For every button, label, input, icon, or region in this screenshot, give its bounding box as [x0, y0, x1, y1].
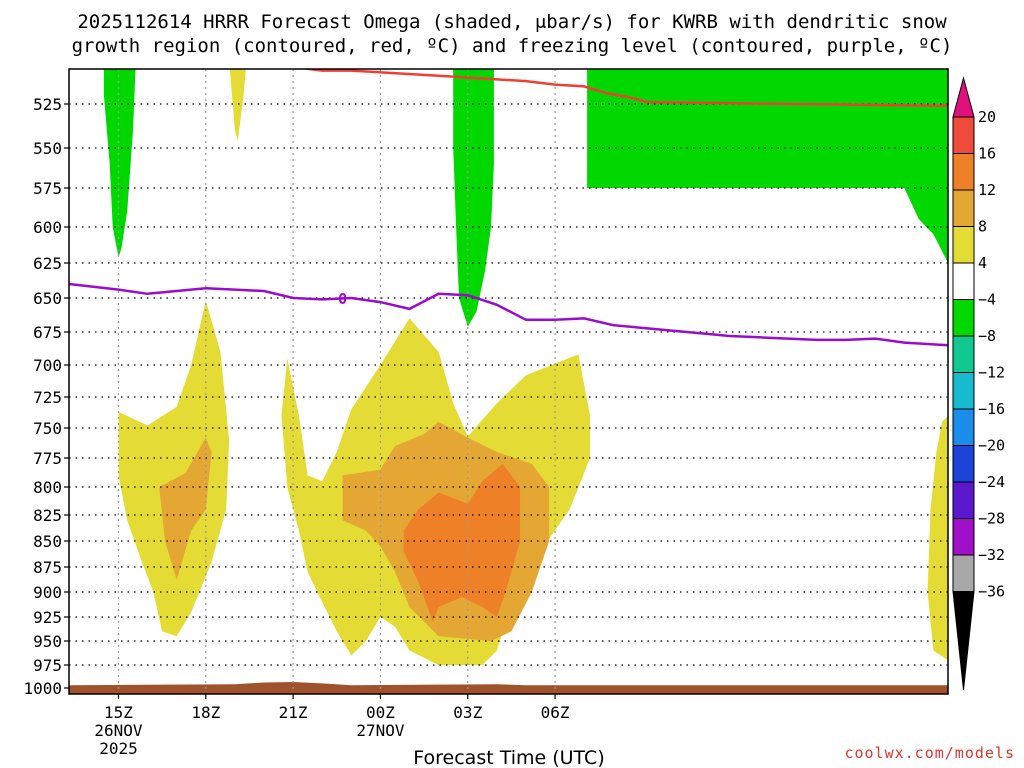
y-tick-label-950: 950 — [33, 632, 62, 651]
omega-region-green-right — [587, 69, 948, 263]
y-tick-label-850: 850 — [33, 532, 62, 551]
colorbar-bin-3 — [952, 226, 975, 264]
colorbar-bin-9 — [952, 445, 975, 483]
grid-lines — [69, 69, 948, 694]
y-tick-label-725: 725 — [33, 388, 62, 407]
y-tick-label-750: 750 — [33, 419, 62, 438]
colorbar-label-10: −24 — [978, 473, 1005, 491]
colorbar-bin-11 — [952, 518, 975, 556]
colorbar-label-3: 8 — [978, 218, 987, 236]
x-axis-label: Forecast Time (UTC) — [413, 747, 604, 768]
colorbar-label-13: −36 — [978, 583, 1005, 601]
colorbar: 20 16 12 8 4 −4 −8 −12 −16 −20 −24 −28 −32 −36 — [952, 76, 1005, 691]
colorbar-bin-7 — [952, 372, 975, 410]
y-tick-label-775: 775 — [33, 449, 62, 468]
x-tick-label-21Z: 21Z — [279, 703, 308, 722]
y-tick-label-900: 900 — [33, 583, 62, 602]
plot-frame — [68, 68, 949, 695]
x-tick-label-00Z: 00Z — [366, 703, 395, 722]
x-tick-date-00Z: 27NOV — [356, 721, 405, 740]
omega-region-yellow-left — [118, 300, 230, 637]
omega-region-orange-left — [159, 437, 212, 580]
freezing-level-label: 0 — [338, 290, 347, 308]
colorbar-bin-6 — [952, 335, 975, 373]
x-tick-label-03Z: 03Z — [453, 703, 482, 722]
x-tick-date-15Z: 26NOV — [94, 721, 143, 740]
colorbar-label-4: 4 — [978, 254, 987, 272]
axes: 525 550 575 600 625 650 675 700 725 750 775 800 825 8… — [23, 95, 569, 758]
colorbar-bin-0 — [952, 116, 975, 154]
y-tick-label-550: 550 — [33, 139, 62, 158]
plot-area — [69, 69, 948, 694]
colorbar-bin-12 — [952, 554, 975, 592]
colorbar-label-12: −32 — [978, 546, 1005, 564]
y-tick-label-875: 875 — [33, 558, 62, 577]
colorbar-label-6: −8 — [978, 327, 996, 345]
terrain-surface — [69, 682, 948, 694]
y-tick-label-575: 575 — [33, 179, 62, 198]
colorbar-under-triangle — [952, 591, 975, 691]
colorbar-label-8: −16 — [978, 400, 1005, 418]
x-tick-year-15Z: 2025 — [99, 739, 138, 758]
y-tick-label-700: 700 — [33, 356, 62, 375]
credit-text: coolwx.com/models — [844, 744, 1015, 762]
y-tick-label-925: 925 — [33, 608, 62, 627]
colorbar-over-triangle — [952, 76, 975, 118]
colorbar-bin-1 — [952, 153, 975, 191]
contour-lines: 0 — [69, 69, 948, 347]
omega-region-yellow-right — [927, 415, 948, 661]
colorbar-bin-8 — [952, 408, 975, 446]
colorbar-label-9: −20 — [978, 437, 1005, 455]
colorbar-bin-4 — [952, 262, 975, 300]
colorbar-label-7: −12 — [978, 364, 1005, 382]
colorbar-label-1: 16 — [978, 145, 996, 163]
y-tick-label-975: 975 — [33, 656, 62, 675]
y-tick-label-825: 825 — [33, 506, 62, 525]
colorbar-label-0: 20 — [978, 108, 996, 126]
omega-region-deep-orange-center — [403, 463, 521, 622]
x-tick-label-18Z: 18Z — [191, 703, 220, 722]
x-tick-label-15Z: 15Z — [104, 703, 133, 722]
y-tick-label-625: 625 — [33, 254, 62, 273]
omega-region-yellow-top — [229, 69, 246, 141]
colorbar-bin-10 — [952, 481, 975, 519]
colorbar-label-11: −28 — [978, 510, 1005, 528]
colorbar-label-5: −4 — [978, 291, 996, 309]
omega-region-green-left — [103, 69, 136, 258]
freezing-level-line — [69, 282, 948, 347]
y-tick-label-1000: 1000 — [23, 679, 62, 698]
y-tick-label-600: 600 — [33, 218, 62, 237]
y-tick-label-525: 525 — [33, 95, 62, 114]
omega-region-green-center — [453, 69, 494, 327]
y-tick-label-650: 650 — [33, 289, 62, 308]
colorbar-bin-5 — [952, 299, 975, 337]
y-tick-label-675: 675 — [33, 323, 62, 342]
colorbar-label-2: 12 — [978, 181, 996, 199]
y-tick-label-800: 800 — [33, 478, 62, 497]
colorbar-bin-2 — [952, 189, 975, 227]
chart-title-line-2: growth region (contoured, red, ºC) and f… — [72, 35, 953, 57]
x-tick-label-06Z: 06Z — [541, 703, 570, 722]
chart-title-line-1: 2025112614 HRRR Forecast Omega (shaded, … — [77, 11, 947, 33]
dendritic-growth-line — [299, 69, 948, 108]
